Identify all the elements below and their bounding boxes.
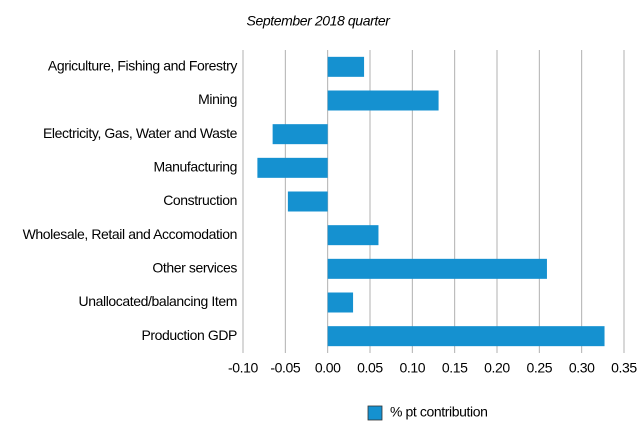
y-tick-label: Construction	[163, 192, 237, 208]
y-tick-label: Agriculture, Fishing and Forestry	[48, 58, 238, 74]
x-tick-label: 0.30	[569, 360, 595, 376]
x-tick-label: 0.00	[315, 360, 341, 376]
bar	[327, 56, 365, 77]
bar	[257, 157, 328, 178]
chart-title: September 2018 quarter	[247, 13, 392, 29]
bar	[327, 258, 547, 279]
x-tick-label: 0.10	[400, 360, 426, 376]
y-tick-label: Other services	[152, 260, 237, 276]
bar	[327, 90, 439, 111]
x-tick-label: 0.05	[357, 360, 383, 376]
bar	[287, 191, 328, 212]
x-tick-label: 0.35	[611, 360, 637, 376]
bar	[272, 124, 328, 145]
x-tick-label: 0.25	[527, 360, 553, 376]
y-tick-label: Mining	[198, 91, 237, 107]
x-tick-label: 0.15	[442, 360, 468, 376]
y-tick-label: Electricity, Gas, Water and Waste	[43, 125, 238, 141]
y-tick-label: Wholesale, Retail and Accomodation	[23, 226, 237, 242]
y-tick-label: Manufacturing	[153, 159, 237, 175]
bar	[327, 292, 354, 313]
legend-label: % pt contribution	[390, 404, 487, 420]
bar	[327, 326, 605, 347]
y-tick-label: Production GDP	[141, 327, 237, 343]
y-tick-label: Unallocated/balancing Item	[79, 293, 237, 309]
legend-swatch	[367, 405, 383, 421]
bar	[327, 225, 379, 246]
x-tick-label: 0.20	[484, 360, 510, 376]
x-tick-label: -0.05	[270, 360, 301, 376]
x-tick-label: -0.10	[228, 360, 259, 376]
